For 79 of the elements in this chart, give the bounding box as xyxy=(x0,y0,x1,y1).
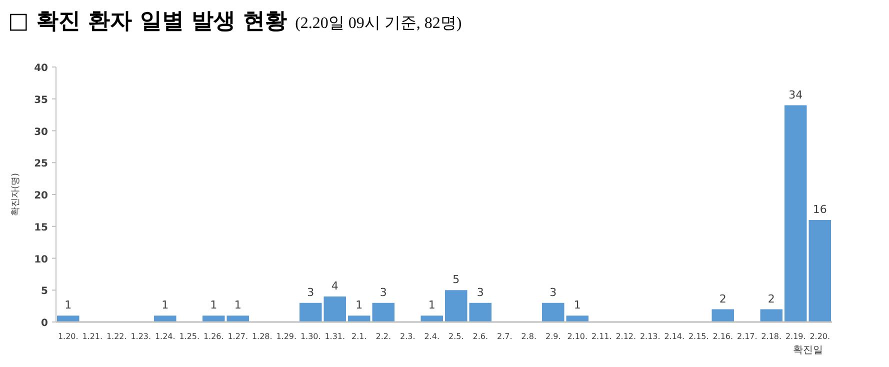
bar xyxy=(154,316,176,322)
x-tick-label: 2.14. xyxy=(664,332,685,341)
data-label: 1 xyxy=(162,298,169,312)
x-tick-label: 2.17. xyxy=(736,332,758,341)
x-tick-label: 1.25. xyxy=(179,332,200,341)
x-tick-label: 1.30. xyxy=(300,332,321,341)
data-label: 1 xyxy=(428,298,436,312)
x-tick-label: 2.1. xyxy=(351,332,367,341)
y-tick-label: 0 xyxy=(41,318,48,329)
y-tick-label: 5 xyxy=(41,286,48,298)
bar xyxy=(566,316,588,322)
bar xyxy=(348,316,370,322)
data-label: 1 xyxy=(234,298,242,312)
y-tick-label: 10 xyxy=(34,254,48,266)
bar xyxy=(712,309,734,322)
x-tick-label: 2.5. xyxy=(448,332,464,341)
x-tick-label: 2.10. xyxy=(567,332,588,341)
bar xyxy=(202,316,225,322)
x-tick-label: 2.7. xyxy=(496,332,512,341)
x-tick-label: 2.13. xyxy=(640,332,660,341)
bar xyxy=(760,309,782,322)
x-tick-label: 1.28. xyxy=(252,332,272,341)
data-label: 3 xyxy=(380,286,387,299)
x-tick-label: 2.18. xyxy=(761,332,782,341)
data-label: 1 xyxy=(210,298,218,312)
x-tick-label: 2.2. xyxy=(376,332,392,341)
bar xyxy=(469,302,492,322)
x-tick-label: 2.8. xyxy=(521,332,537,341)
bar xyxy=(226,316,249,322)
x-tick-label: 2.9. xyxy=(545,332,561,341)
x-tick-label: 1.31. xyxy=(324,332,346,341)
data-label: 3 xyxy=(550,286,557,299)
bar xyxy=(300,302,322,322)
x-tick-label: 1.21. xyxy=(82,332,103,341)
y-tick-label: 15 xyxy=(34,222,48,234)
bar xyxy=(372,302,394,322)
data-label: 2 xyxy=(768,292,775,306)
y-tick-label: 40 xyxy=(34,63,48,74)
y-tick-label: 20 xyxy=(34,190,48,202)
bar xyxy=(57,316,80,322)
x-tick-label: 1.26. xyxy=(203,332,224,341)
data-label: 16 xyxy=(812,203,827,216)
data-label: 2 xyxy=(719,292,726,306)
data-label: 1 xyxy=(356,298,363,312)
data-label: 34 xyxy=(788,88,803,102)
data-label: 3 xyxy=(307,286,314,299)
y-axis-title: 확진자(명) xyxy=(11,172,21,216)
x-tick-label: 2.20. xyxy=(810,332,830,341)
chart-subtitle: (2.20일 09시 기준, 82명) xyxy=(295,15,462,32)
x-tick-label: 2.3. xyxy=(400,332,416,341)
x-axis-title: 확진일 xyxy=(792,345,823,356)
x-tick-label: 1.20. xyxy=(58,332,78,341)
x-tick-label: 1.22. xyxy=(106,332,127,341)
x-tick-label: 1.27. xyxy=(228,332,248,341)
x-tick-label: 2.12. xyxy=(616,332,636,341)
y-tick-label: 35 xyxy=(34,94,48,106)
x-tick-label: 2.16. xyxy=(712,332,734,341)
x-tick-label: 2.11. xyxy=(591,332,612,341)
y-tick-label: 25 xyxy=(34,158,48,170)
x-tick-label: 2.4. xyxy=(424,332,440,341)
data-label: 3 xyxy=(476,286,484,299)
bar xyxy=(542,302,564,322)
bar xyxy=(445,290,468,322)
data-label: 5 xyxy=(452,273,460,286)
x-tick-label: 1.24. xyxy=(154,332,176,341)
bar xyxy=(808,220,831,322)
x-tick-label: 1.29. xyxy=(276,332,297,341)
x-tick-label: 2.6. xyxy=(472,332,488,341)
chart-title: □ 확진 환자 일별 발생 현황 xyxy=(8,9,288,34)
data-label: 1 xyxy=(64,298,72,312)
data-label: 4 xyxy=(331,280,338,292)
data-label: 1 xyxy=(574,298,581,312)
y-tick-label: 30 xyxy=(34,126,48,138)
bar xyxy=(324,296,346,322)
bar xyxy=(784,105,807,322)
x-tick-label: 2.15. xyxy=(688,332,709,341)
x-tick-label: 2.19. xyxy=(785,332,806,341)
bar xyxy=(420,316,443,322)
x-tick-label: 1.23. xyxy=(130,332,152,341)
